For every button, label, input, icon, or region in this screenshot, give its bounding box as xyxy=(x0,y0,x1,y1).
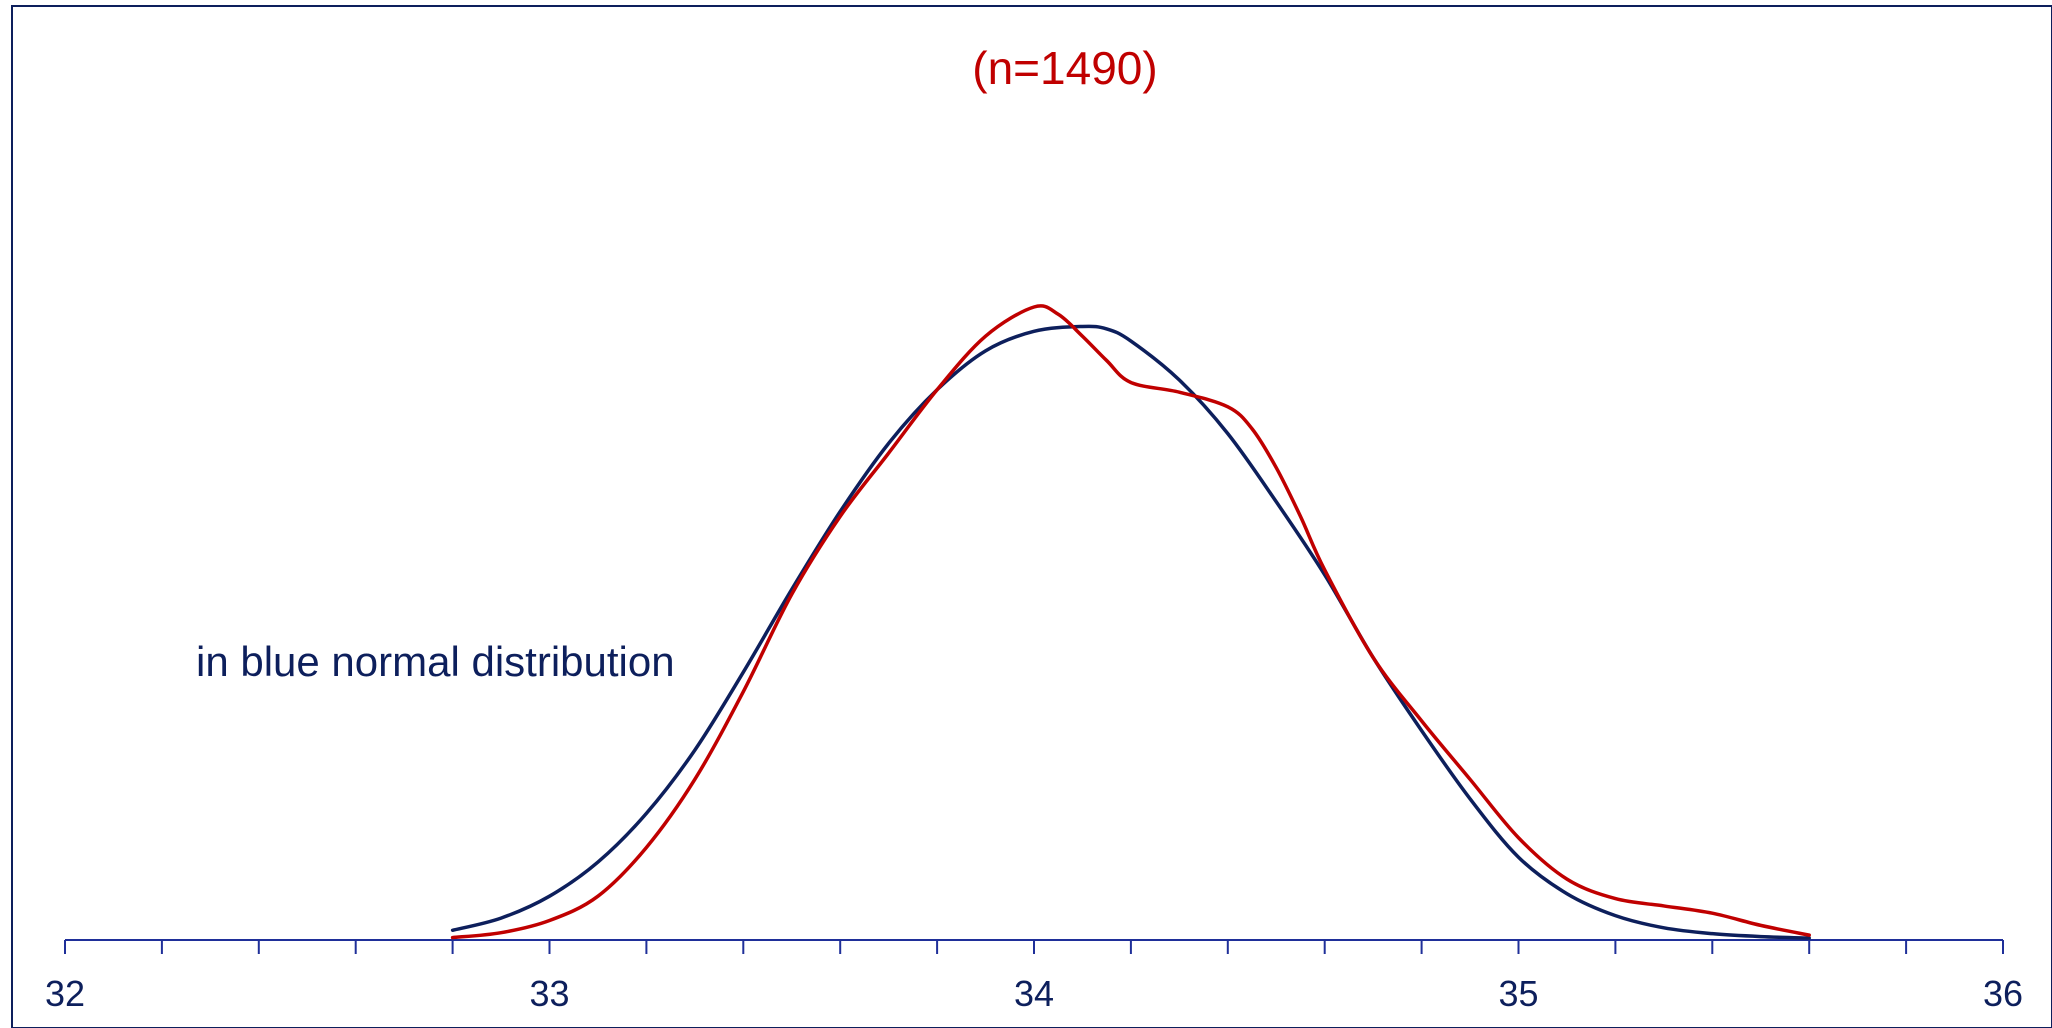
x-tick-label: 36 xyxy=(1983,973,2023,1014)
series-layer xyxy=(450,304,1811,940)
normal-density-line xyxy=(450,324,1811,940)
chart-annotation: in blue normal distribution xyxy=(196,638,675,685)
x-tick-label: 35 xyxy=(1498,973,1538,1014)
x-tick-label: 33 xyxy=(529,973,569,1014)
x-tick-label: 34 xyxy=(1014,973,1054,1014)
chart-title: (n=1490) xyxy=(972,42,1157,94)
plot-frame xyxy=(11,5,2052,1028)
x-axis: 32 33 34 35 36 xyxy=(45,939,2023,1014)
x-tick-label: 32 xyxy=(45,973,85,1014)
observed-density-line xyxy=(450,304,1811,940)
